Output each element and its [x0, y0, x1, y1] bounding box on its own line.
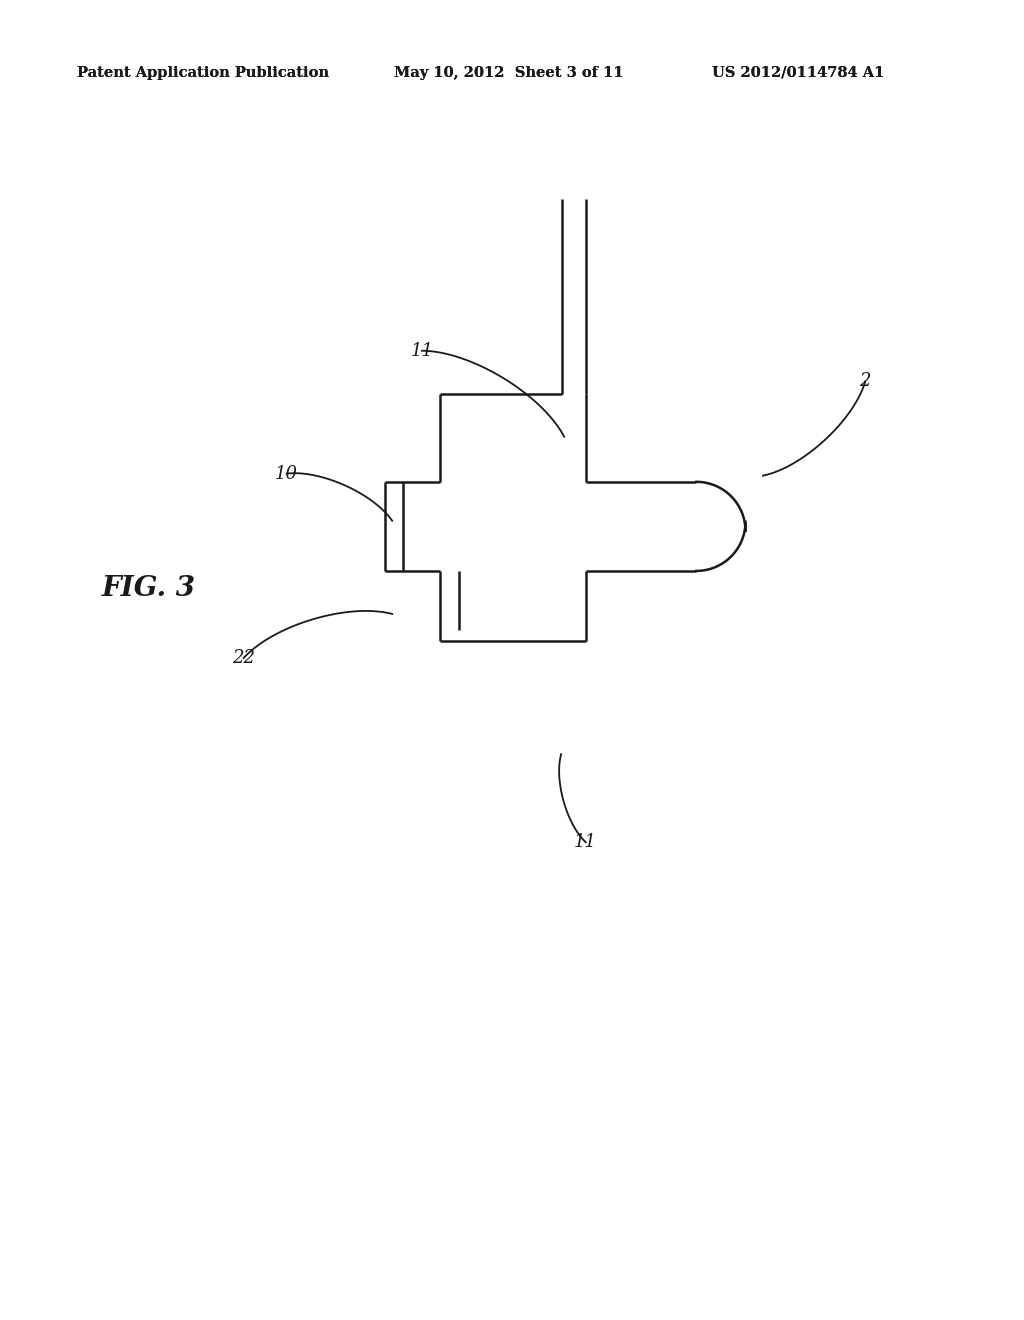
Text: US 2012/0114784 A1: US 2012/0114784 A1	[712, 66, 884, 79]
Text: 22: 22	[232, 649, 255, 667]
Text: 10: 10	[275, 465, 298, 483]
Text: May 10, 2012  Sheet 3 of 11: May 10, 2012 Sheet 3 of 11	[394, 66, 624, 79]
Text: 11: 11	[411, 342, 433, 360]
Text: US 2012/0114784 A1: US 2012/0114784 A1	[712, 66, 884, 79]
Text: 2: 2	[859, 372, 871, 391]
Text: May 10, 2012  Sheet 3 of 11: May 10, 2012 Sheet 3 of 11	[394, 66, 624, 79]
Text: 11: 11	[574, 833, 597, 851]
Text: Patent Application Publication: Patent Application Publication	[77, 66, 329, 79]
Text: Patent Application Publication: Patent Application Publication	[77, 66, 329, 79]
Text: FIG. 3: FIG. 3	[101, 574, 196, 602]
